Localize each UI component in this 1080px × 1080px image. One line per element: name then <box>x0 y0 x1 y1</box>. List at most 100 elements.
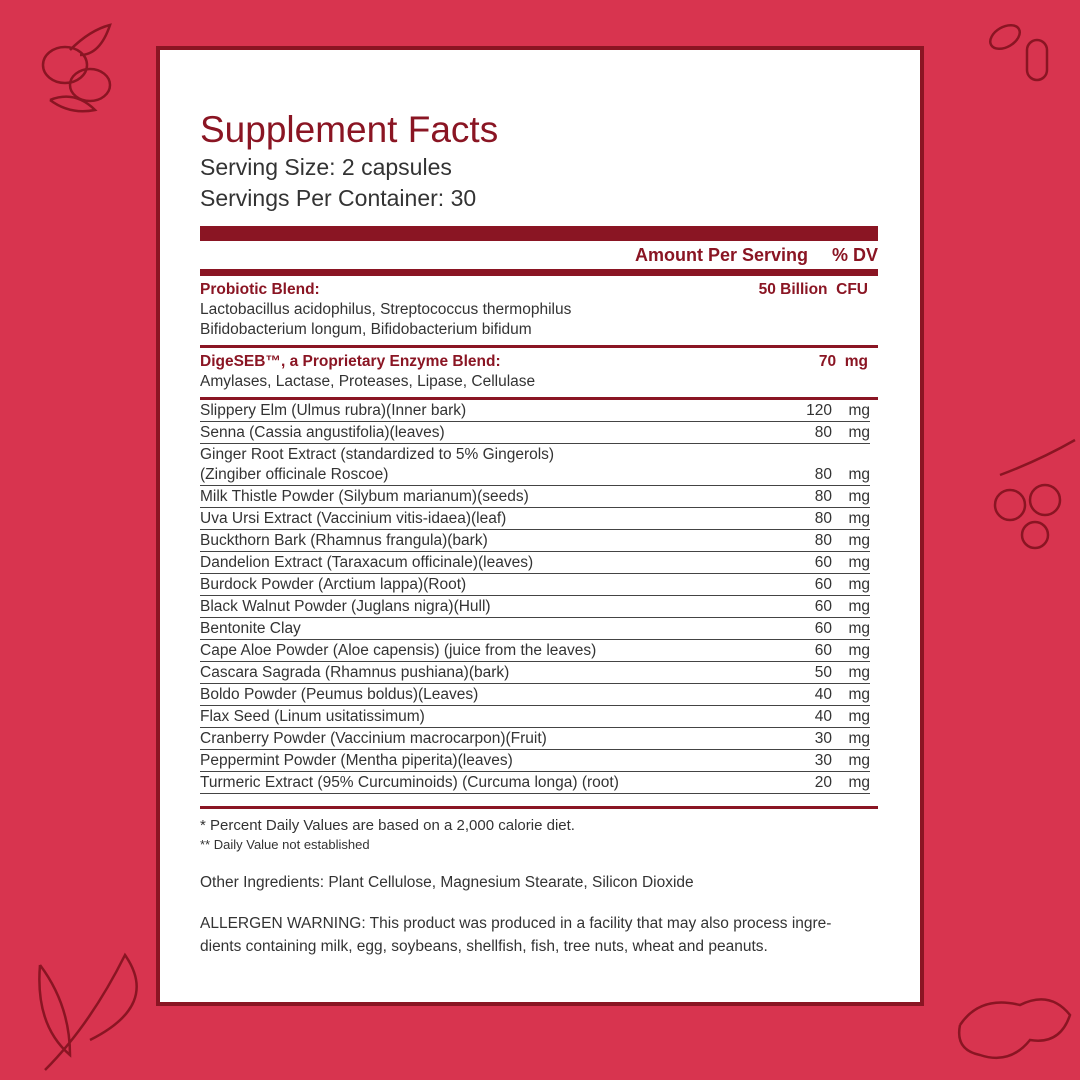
servings-per-container: Servings Per Container: 30 <box>200 185 477 211</box>
decoration <box>993 438 1076 550</box>
unit: mg <box>848 576 870 593</box>
unit: mg <box>844 353 868 370</box>
amount: 60 <box>814 576 832 593</box>
unit: mg <box>848 488 870 505</box>
ingredient-row: Milk Thistle Powder (Silybum marianum)(s… <box>200 486 870 508</box>
amount: 80 <box>814 466 832 483</box>
supplement-facts: Supplement Facts Serving Size: 2 capsules… <box>200 108 878 958</box>
unit: mg <box>848 466 870 483</box>
ingredient-row: Cranberry Powder (Vaccinium macrocarpon)… <box>200 728 870 750</box>
ingredient-name: Senna (Cassia angustifolia)(leaves) <box>200 423 782 443</box>
blend-ingredients: Amylases, Lactase, Proteases, Lipase, Ce… <box>200 373 536 390</box>
ingredient-row: Peppermint Powder (Mentha piperita)(leav… <box>200 750 870 772</box>
footnote: ** Daily Value not established <box>200 837 370 852</box>
blend-info: DigeSEB™, a Proprietary Enzyme Blend: Amy… <box>200 352 535 392</box>
ingredient-line: Black Walnut Powder (Juglans nigra)(Hull… <box>200 598 491 615</box>
ingredient-name: Ginger Root Extract (standardized to 5% … <box>200 445 782 485</box>
ingredient-name: Buckthorn Bark (Rhamnus frangula)(bark) <box>200 531 782 551</box>
amount: 80 <box>814 532 832 549</box>
footnote: * Percent Daily Values are based on a 2,… <box>200 817 575 834</box>
blend-row: DigeSEB™, a Proprietary Enzyme Blend: Amy… <box>200 348 878 400</box>
dv-header: % DV <box>831 244 878 265</box>
ingredient-name: Uva Ursi Extract (Vaccinium vitis-idaea)… <box>200 509 782 529</box>
amount: 40 <box>814 708 832 725</box>
ingredient-name: Black Walnut Powder (Juglans nigra)(Hull… <box>200 597 782 617</box>
amount: 50 Billion <box>758 281 828 298</box>
ingredient-line: Buckthorn Bark (Rhamnus frangula)(bark) <box>200 532 488 549</box>
unit: CFU <box>836 281 868 298</box>
ingredient-row: Ginger Root Extract (standardized to 5% … <box>200 444 870 486</box>
other-ingredients: Other Ingredients: Plant Cellulose, Magn… <box>200 874 694 891</box>
ingredient-name: Milk Thistle Powder (Silybum marianum)(s… <box>200 487 782 507</box>
blend-ingredients: Bifidobacterium longum, Bifidobacterium … <box>200 321 532 338</box>
ingredient-line: Boldo Powder (Peumus boldus)(Leaves) <box>200 686 479 703</box>
ingredient-name: Cascara Sagrada (Rhamnus pushiana)(bark) <box>200 663 782 683</box>
ingredient-name: Burdock Powder (Arctium lappa)(Root) <box>200 575 782 595</box>
amount: 80 <box>814 488 832 505</box>
unit: mg <box>848 532 870 549</box>
amount: 60 <box>814 620 832 637</box>
ingredient-row: Bentonite Clay 60 mg <box>200 618 870 640</box>
divider <box>200 269 878 276</box>
unit: mg <box>848 510 870 527</box>
amount: 60 <box>814 642 832 659</box>
ingredient-row: Burdock Powder (Arctium lappa)(Root) 60 mg <box>200 574 870 596</box>
amount: 80 <box>814 424 832 441</box>
unit: mg <box>848 424 870 441</box>
decoration <box>38 952 138 1071</box>
ingredient-line: Flax Seed (Linum usitatissimum) <box>200 708 425 725</box>
unit: mg <box>848 708 870 725</box>
ingredient-name: Turmeric Extract (95% Curcuminoids) (Cur… <box>200 773 782 793</box>
blend-ingredients: Lactobacillus acidophilus, Streptococcus… <box>200 301 572 318</box>
blend-amount: 50 Billion CFU <box>759 280 878 340</box>
amount: 30 <box>814 752 832 769</box>
ingredient-row: Dandelion Extract (Taraxacum officinale)… <box>200 552 870 574</box>
ingredient-row: Black Walnut Powder (Juglans nigra)(Hull… <box>200 596 870 618</box>
blend-name: DigeSEB™, a Proprietary Enzyme Blend: <box>200 353 501 370</box>
blend-row: Probiotic Blend: Lactobacillus acidophilu… <box>200 276 878 348</box>
amount: 120 <box>806 402 832 419</box>
title: Supplement Facts <box>200 109 499 150</box>
ingredient-line: Uva Ursi Extract (Vaccinium vitis-idaea)… <box>200 510 507 527</box>
ingredient-name: Flax Seed (Linum usitatissimum) <box>200 707 782 727</box>
allergen-line: ALLERGEN WARNING: This product was produ… <box>200 915 832 932</box>
unit: mg <box>848 752 870 769</box>
ingredient-line: Cascara Sagrada (Rhamnus pushiana)(bark) <box>200 664 510 681</box>
decoration <box>41 23 112 113</box>
unit: mg <box>848 774 870 791</box>
ingredient-line: Turmeric Extract (95% Curcuminoids) (Cur… <box>200 774 619 791</box>
amount: 40 <box>814 686 832 703</box>
blend-amount: 70 mg <box>819 352 878 392</box>
ingredient-line: Bentonite Clay <box>200 620 301 637</box>
unit: mg <box>848 686 870 703</box>
ingredient-line: Slippery Elm (Ulmus rubra)(Inner bark) <box>200 402 467 419</box>
ingredient-line: (Zingiber officinale Roscoe) <box>200 466 389 483</box>
unit: mg <box>848 730 870 747</box>
ingredient-line: Milk Thistle Powder (Silybum marianum)(s… <box>200 488 529 505</box>
unit: mg <box>848 554 870 571</box>
ingredient-row: Flax Seed (Linum usitatissimum) 40 mg <box>200 706 870 728</box>
divider <box>200 806 878 809</box>
amount: 60 <box>814 554 832 571</box>
ingredient-row: Uva Ursi Extract (Vaccinium vitis-idaea)… <box>200 508 870 530</box>
serving-size: Serving Size: 2 capsules <box>200 154 452 180</box>
label-paper <box>156 46 924 1006</box>
amount: 70 <box>818 353 837 370</box>
amount: 20 <box>814 774 832 791</box>
amount: 50 <box>814 664 832 681</box>
allergen-line: dients containing milk, egg, soybeans, s… <box>200 938 768 955</box>
ingredient-row: Cape Aloe Powder (Aloe capensis) (juice … <box>200 640 870 662</box>
ingredient-name: Boldo Powder (Peumus boldus)(Leaves) <box>200 685 782 705</box>
blend-name: Probiotic Blend: <box>200 281 320 298</box>
decoration <box>957 998 1072 1060</box>
ingredient-line: Ginger Root Extract (standardized to 5% … <box>200 446 555 463</box>
ingredient-line: Burdock Powder (Arctium lappa)(Root) <box>200 576 467 593</box>
ingredient-row: Cascara Sagrada (Rhamnus pushiana)(bark)… <box>200 662 870 684</box>
amount: 80 <box>814 510 832 527</box>
unit: mg <box>848 402 870 419</box>
ingredient-name: Dandelion Extract (Taraxacum officinale)… <box>200 553 782 573</box>
ingredient-name: Cranberry Powder (Vaccinium macrocarpon)… <box>200 729 782 749</box>
ingredient-row: Turmeric Extract (95% Curcuminoids) (Cur… <box>200 772 870 794</box>
ingredient-line: Cranberry Powder (Vaccinium macrocarpon)… <box>200 730 547 747</box>
